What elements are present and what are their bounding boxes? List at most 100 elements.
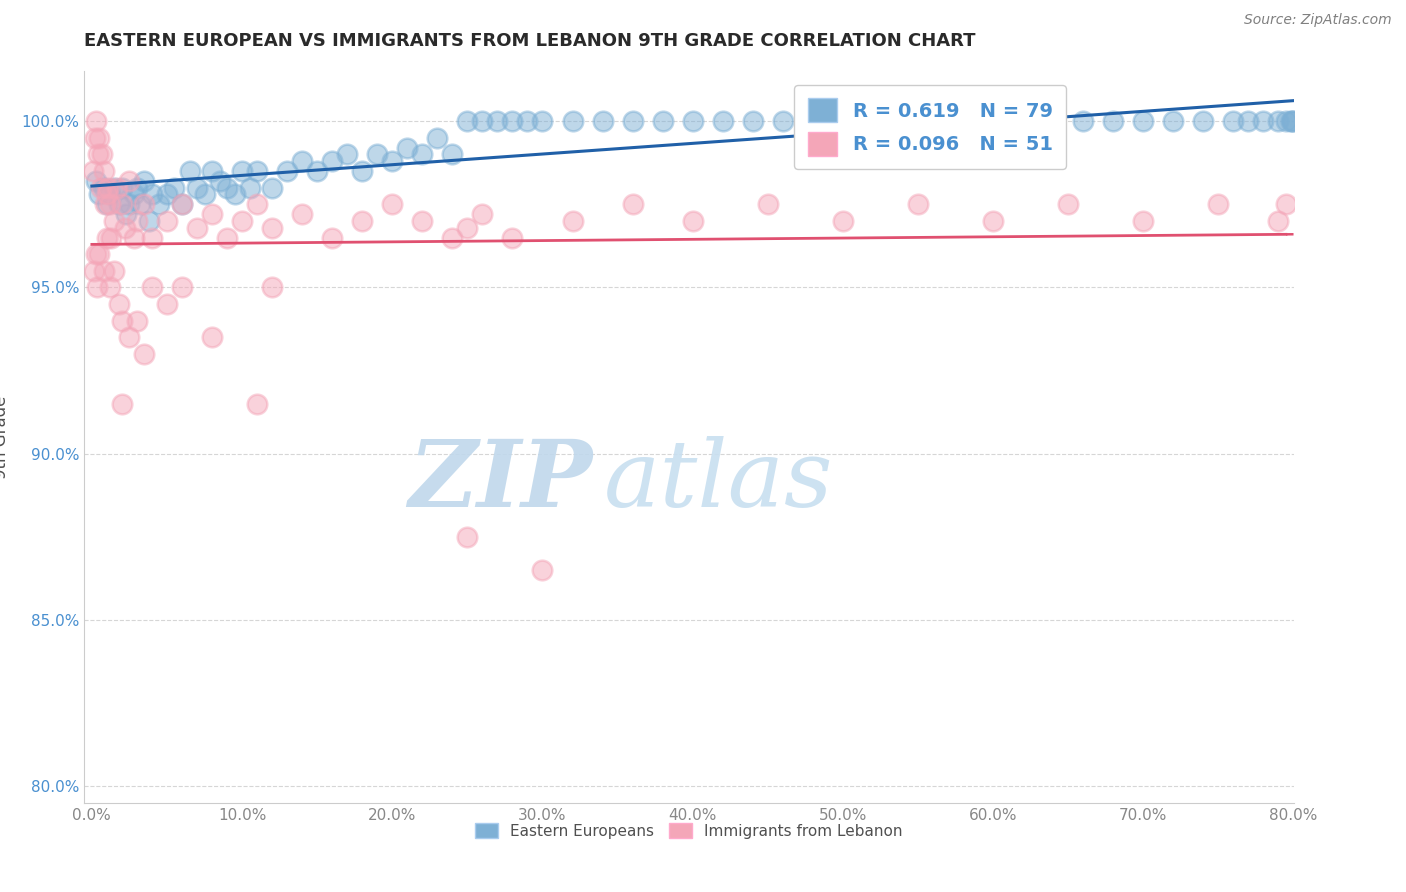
Point <box>138 214 160 228</box>
Point <box>122 187 145 202</box>
Point <box>107 180 129 194</box>
Point <box>100 230 122 244</box>
Point <box>1042 114 1064 128</box>
Point <box>193 187 215 202</box>
Point <box>201 207 224 221</box>
Point <box>186 220 208 235</box>
Point <box>156 187 179 202</box>
Point <box>224 187 246 202</box>
Point <box>1253 114 1275 128</box>
Point <box>89 247 111 261</box>
Point <box>1267 114 1289 128</box>
Point <box>118 330 141 344</box>
Point <box>246 164 269 178</box>
Point <box>96 230 118 244</box>
Point <box>1208 197 1230 211</box>
Point <box>621 197 644 211</box>
Point <box>426 131 449 145</box>
Text: EASTERN EUROPEAN VS IMMIGRANTS FROM LEBANON 9TH GRADE CORRELATION CHART: EASTERN EUROPEAN VS IMMIGRANTS FROM LEBA… <box>84 32 976 50</box>
Point <box>381 154 404 169</box>
Point <box>86 174 108 188</box>
Point <box>108 197 131 211</box>
Point <box>156 297 179 311</box>
Point <box>516 114 538 128</box>
Point <box>501 230 523 244</box>
Point <box>291 154 314 169</box>
Point <box>89 131 111 145</box>
Point <box>891 114 914 128</box>
Point <box>114 220 136 235</box>
Point <box>291 207 314 221</box>
Point <box>1163 114 1185 128</box>
Point <box>96 187 118 202</box>
Legend: Eastern Europeans, Immigrants from Lebanon: Eastern Europeans, Immigrants from Leban… <box>467 815 911 847</box>
Point <box>89 187 111 202</box>
Point <box>711 114 734 128</box>
Point <box>741 114 763 128</box>
Point <box>125 214 148 228</box>
Point <box>592 114 614 128</box>
Point <box>772 114 794 128</box>
Point <box>170 197 193 211</box>
Point <box>352 214 374 228</box>
Point <box>98 187 121 202</box>
Text: ZIP: ZIP <box>408 436 592 526</box>
Point <box>411 147 433 161</box>
Point <box>141 280 163 294</box>
Point <box>86 280 108 294</box>
Point <box>276 164 298 178</box>
Point <box>321 230 343 244</box>
Point <box>561 214 583 228</box>
Point <box>922 114 945 128</box>
Point <box>125 314 148 328</box>
Point <box>1281 114 1303 128</box>
Point <box>832 214 855 228</box>
Point <box>134 197 156 211</box>
Point <box>832 114 855 128</box>
Point <box>1267 214 1289 228</box>
Point <box>862 114 884 128</box>
Point <box>1071 114 1094 128</box>
Point <box>981 214 1004 228</box>
Point <box>148 197 170 211</box>
Point <box>1132 114 1154 128</box>
Point <box>98 197 121 211</box>
Point <box>531 114 554 128</box>
Point <box>336 147 359 161</box>
Point <box>1192 114 1215 128</box>
Point <box>1012 114 1035 128</box>
Point <box>134 174 156 188</box>
Point <box>91 147 114 161</box>
Point <box>1102 114 1125 128</box>
Point <box>321 154 343 169</box>
Point <box>1281 114 1303 128</box>
Point <box>97 180 120 194</box>
Y-axis label: 9th Grade: 9th Grade <box>0 395 10 479</box>
Point <box>163 180 186 194</box>
Point <box>122 230 145 244</box>
Point <box>108 297 131 311</box>
Point <box>981 114 1004 128</box>
Point <box>179 164 201 178</box>
Point <box>456 220 478 235</box>
Point <box>682 214 704 228</box>
Point <box>82 164 104 178</box>
Point <box>93 180 115 194</box>
Point <box>215 180 238 194</box>
Point <box>103 180 125 194</box>
Point <box>756 197 779 211</box>
Point <box>411 214 433 228</box>
Point <box>1057 197 1080 211</box>
Point <box>231 214 253 228</box>
Point <box>83 131 105 145</box>
Point <box>125 180 148 194</box>
Point <box>96 197 118 211</box>
Point <box>381 197 404 211</box>
Point <box>141 187 163 202</box>
Point <box>84 247 107 261</box>
Point <box>111 197 134 211</box>
Point <box>201 330 224 344</box>
Point <box>561 114 583 128</box>
Point <box>907 197 929 211</box>
Point <box>471 207 494 221</box>
